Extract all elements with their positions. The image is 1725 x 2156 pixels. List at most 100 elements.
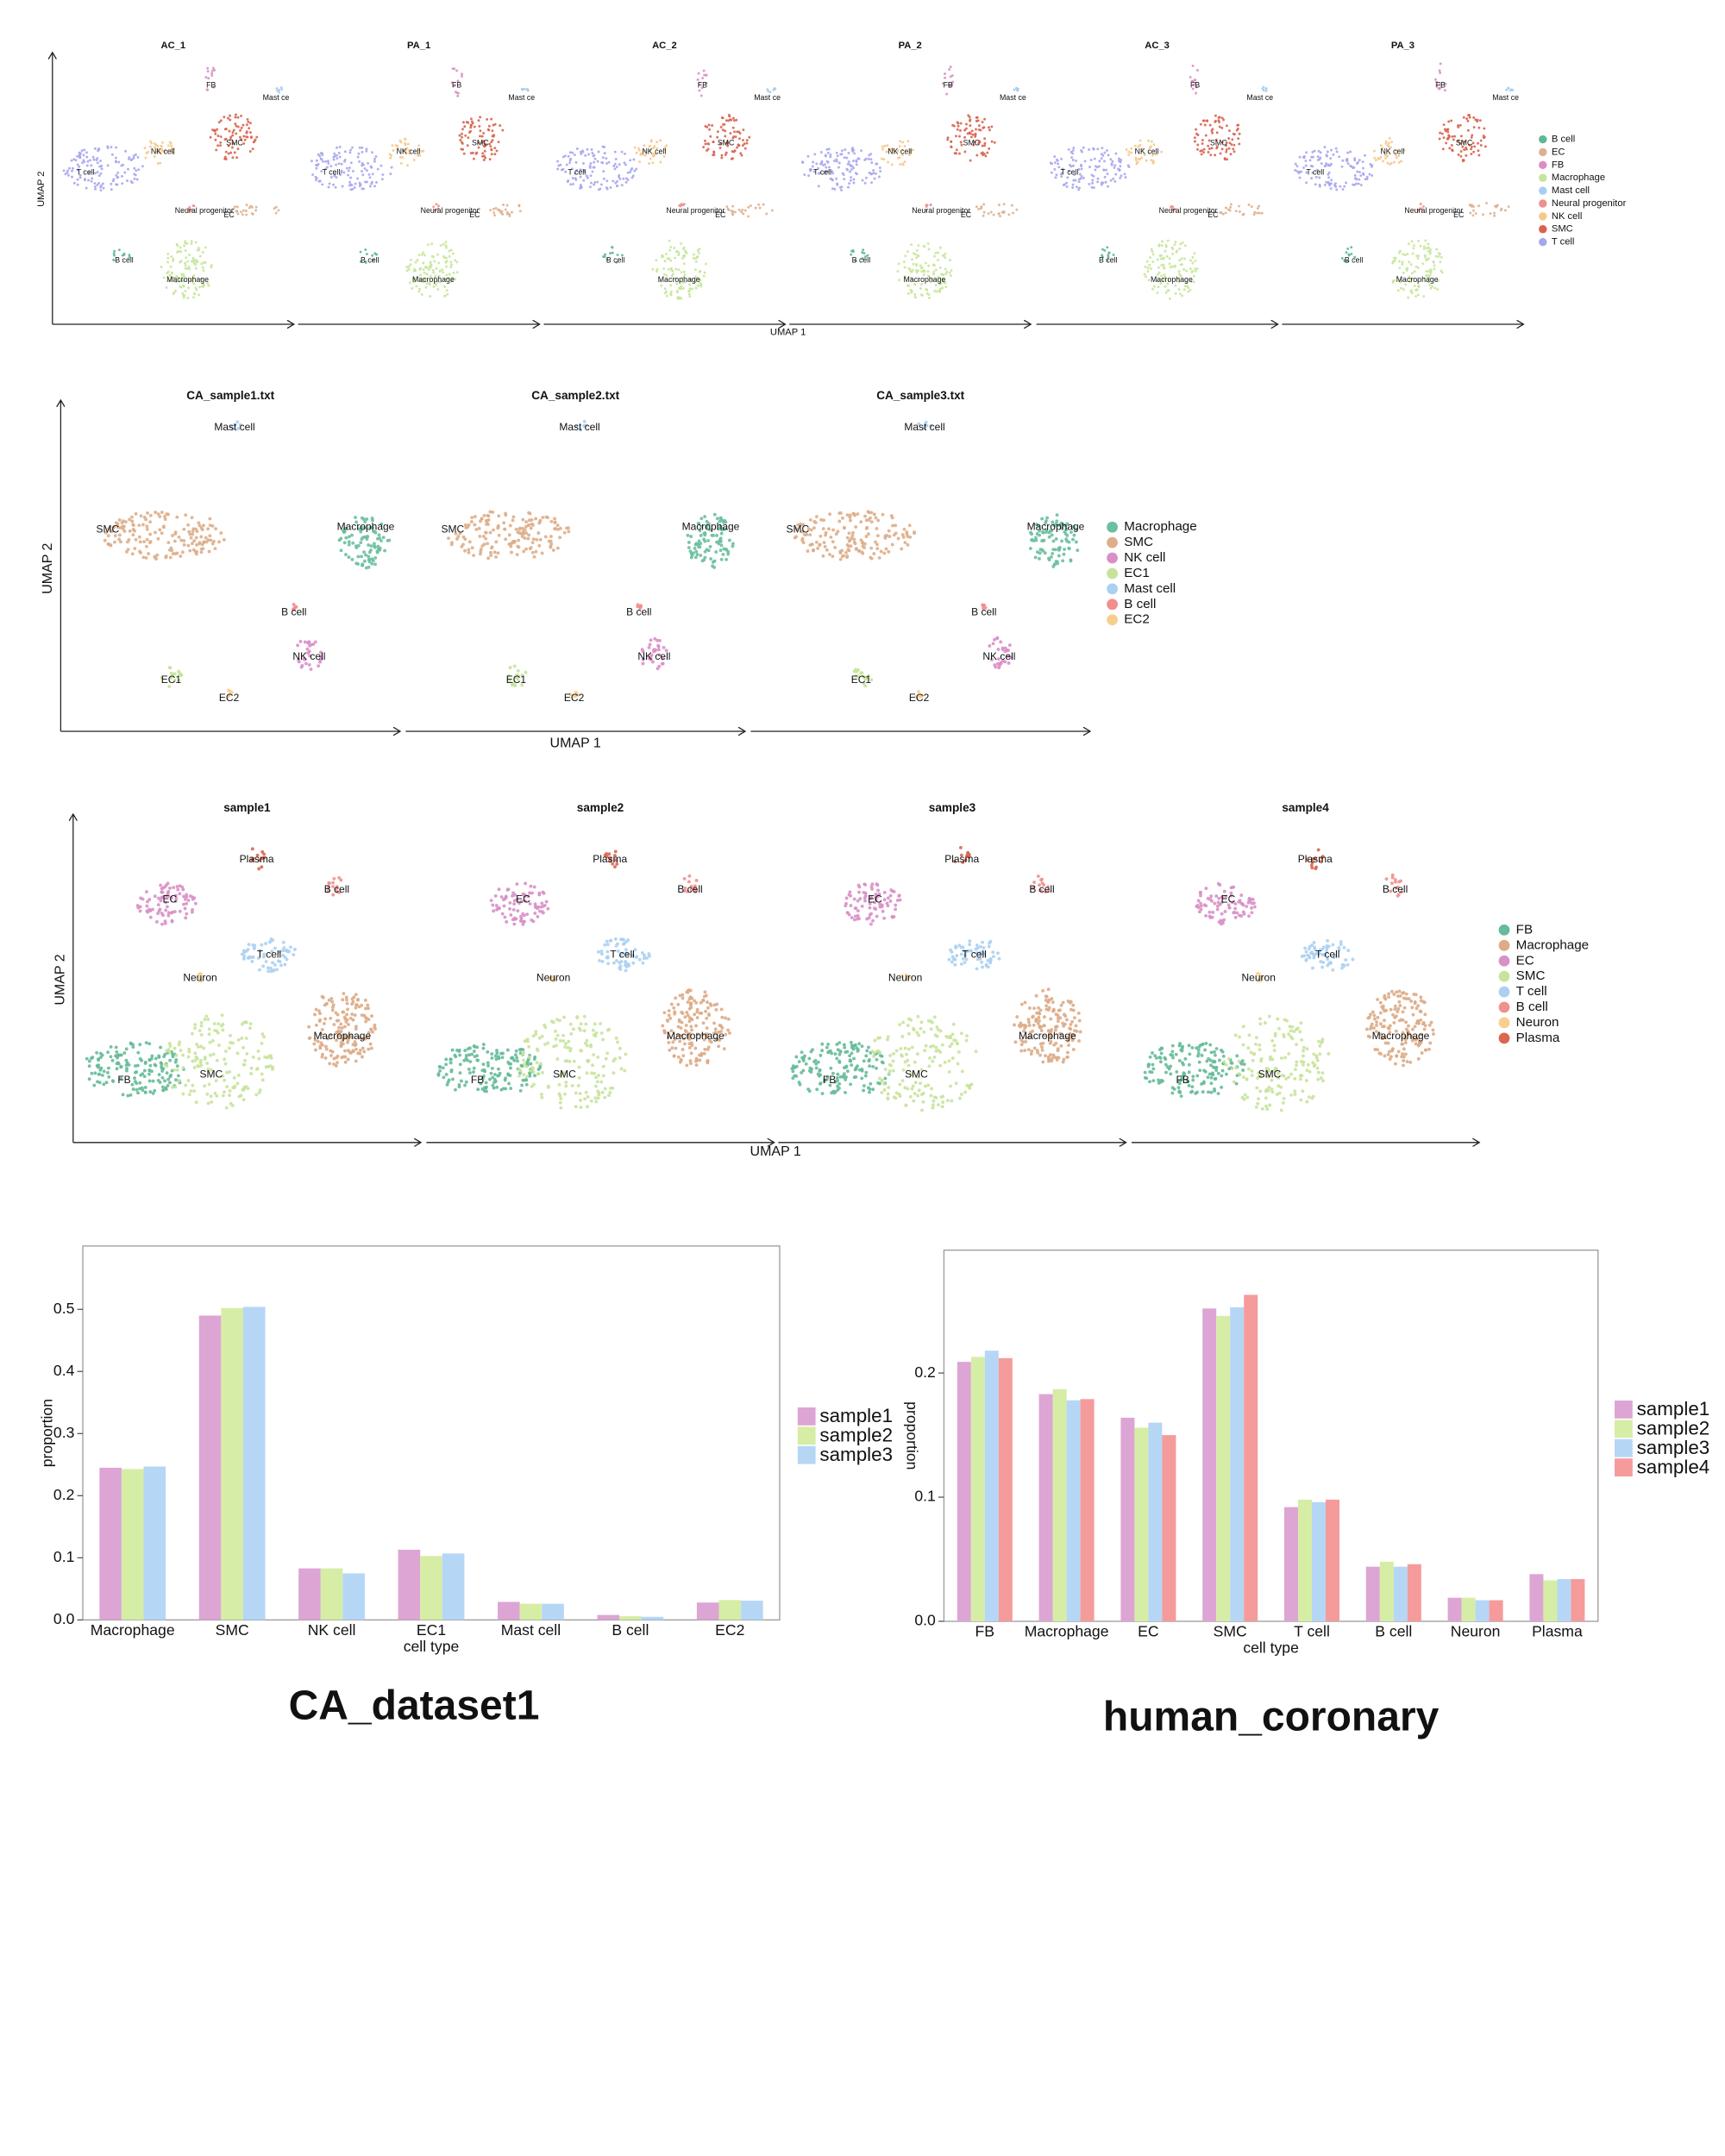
cell-dot [419,273,422,277]
cell-dot [852,166,856,170]
cell-dot [235,1081,240,1086]
cell-dot [879,170,882,172]
cell-dot [1178,248,1182,250]
cell-dot [703,539,707,543]
cell-dot [1062,184,1065,187]
cell-dot [1439,72,1442,74]
cell-dot [1326,150,1329,154]
cell-dot [521,1048,525,1052]
cell-dot [338,145,342,148]
cell-dot [526,536,530,541]
cell-dot [219,144,222,147]
cluster-label: SMC [963,139,981,147]
cell-dot [223,138,227,141]
cell-dot [445,289,448,292]
cell-dot [950,74,954,78]
cell-dot [876,518,881,523]
cell-dot [85,186,88,190]
cell-dot [194,266,198,270]
cell-dot [192,896,197,900]
cell-dot [898,155,901,159]
cell-dot [313,640,317,644]
cell-dot [882,551,887,555]
cell-dot [591,1063,594,1068]
cluster-label: NK cell [292,650,325,662]
cell-dot [512,916,517,920]
cell-dot [822,541,826,545]
cell-dot [845,513,850,517]
cell-dot [160,511,164,514]
cell-dot [200,542,204,547]
cell-dot [629,159,632,162]
cell-dot [137,535,141,539]
cell-dot [662,155,666,158]
cell-dot [581,150,585,154]
cell-dot [223,1078,227,1082]
cell-dot [706,1061,710,1065]
cell-dot [432,271,436,274]
cell-dot [844,1077,848,1081]
cell-dot [699,269,702,273]
cell-dot [1458,123,1462,127]
cell-dot [517,545,521,549]
cell-dot [359,183,362,186]
cell-dot [425,282,429,285]
cell-dot [543,1025,548,1030]
cell-dot [439,244,442,248]
cell-dot [115,146,117,149]
cell-dot [1393,160,1396,164]
cell-dot [541,904,545,908]
cell-dot [1103,151,1107,154]
cell-dot [228,1089,232,1093]
cell-dot [540,901,544,906]
cell-dot [181,1053,185,1057]
cell-dot [1072,164,1075,167]
cell-dot [1472,126,1476,128]
cell-dot [1400,286,1402,290]
cell-dot [1113,179,1117,183]
cluster-label: FB [944,81,953,90]
cell-dot [600,1090,605,1094]
cell-dot [216,135,220,138]
cluster-label: Macrophage [904,275,946,284]
cell-dot [211,66,215,70]
cell-dot [605,950,610,954]
cell-dot [597,1093,601,1097]
cluster-label: T cell [323,167,341,176]
cell-dot [1072,533,1076,537]
x-axis-label: UMAP 1 [550,736,601,751]
cell-dot [703,555,707,560]
cell-dot [618,966,622,970]
cell-dot [1258,204,1261,208]
cell-dot [507,533,511,537]
cell-dot [213,128,216,132]
cell-dot [709,557,713,561]
cell-dot [1112,254,1115,256]
cell-dot [361,1055,364,1059]
cell-dot [128,529,132,533]
cell-dot [191,277,195,280]
y-axis-label: UMAP 2 [36,171,47,206]
cell-dot [605,258,609,261]
cell-dot [612,179,615,183]
cell-dot [1436,288,1440,291]
cell-dot [193,1023,198,1027]
cell-dot [605,186,608,190]
cell-dot [76,178,79,181]
cell-dot [492,528,495,532]
cell-dot [405,147,409,150]
cell-dot [367,161,369,165]
cell-dot [110,1058,115,1062]
cell-dot [607,1094,611,1097]
cell-dot [603,943,607,947]
cell-dot [922,270,925,273]
cell-dot [869,158,873,161]
cell-dot [71,175,73,179]
cell-dot [486,523,490,526]
cell-dot [812,526,816,530]
cell-dot [435,266,438,270]
cell-dot [254,1093,259,1097]
cell-dot [902,260,906,264]
cell-dot [701,1021,706,1025]
cell-dot [322,160,325,163]
